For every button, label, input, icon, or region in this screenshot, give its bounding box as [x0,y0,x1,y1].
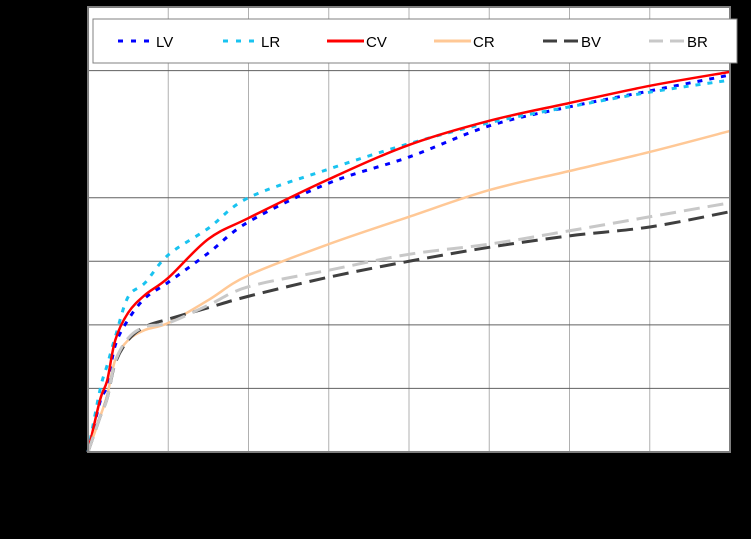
series-line-cv [86,70,731,453]
legend-box [92,18,738,64]
legend-label-lv: LV [156,34,173,51]
legend-item-br: BR [649,34,708,51]
legend-label-cv: CV [366,34,387,51]
legend-label-br: BR [687,34,708,51]
legend-item-cv: CV [327,34,387,51]
series-line-lr [86,78,731,453]
legend-label-cr: CR [473,34,495,51]
legend-label-bv: BV [581,34,601,51]
legend-item-bv: BV [543,34,601,51]
legend: LV LR CV CR BV BR [92,18,738,64]
legend-item-cr: CR [434,34,495,51]
series-layer [86,70,731,453]
legend-item-lv: LV [118,34,173,51]
legend-label-lr: LR [261,34,280,51]
legend-item-lr: LR [223,34,280,51]
plot-frame [87,6,731,453]
series-line-br [86,201,731,453]
